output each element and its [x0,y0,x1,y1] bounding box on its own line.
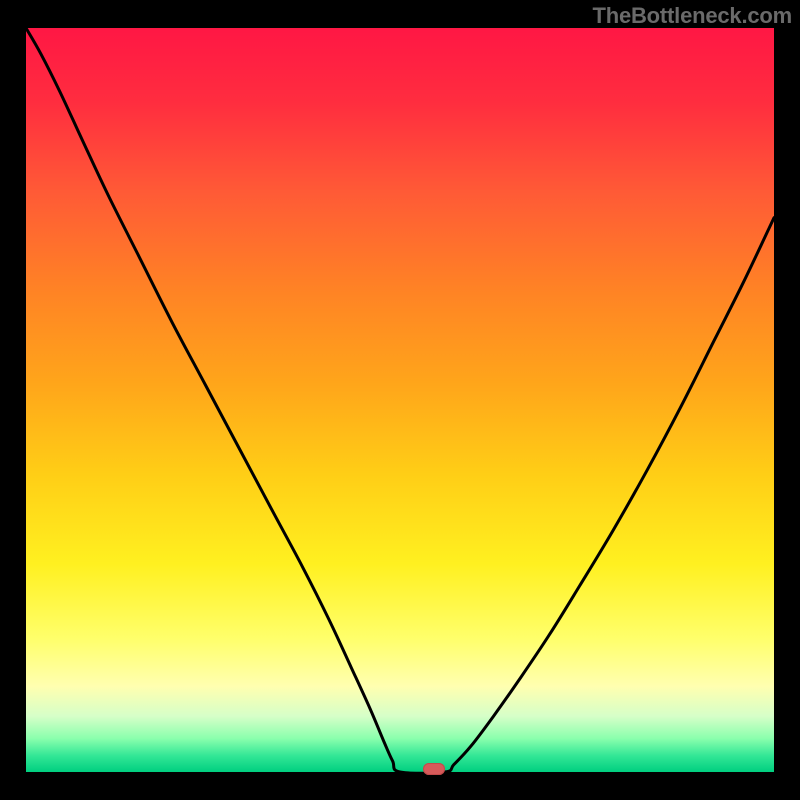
bottleneck-curve [26,28,774,772]
watermark-text: TheBottleneck.com [592,3,792,29]
chart-stage: TheBottleneck.com [0,0,800,800]
optimal-point-marker [423,763,445,775]
bottleneck-curve-svg [26,28,774,772]
